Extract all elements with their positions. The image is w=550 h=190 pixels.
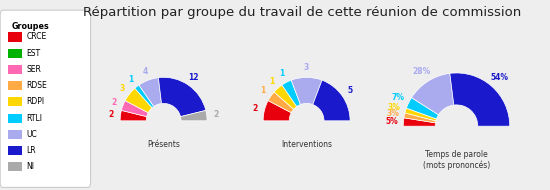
Wedge shape bbox=[139, 78, 162, 107]
Text: CRCE: CRCE bbox=[26, 32, 47, 41]
Wedge shape bbox=[120, 110, 147, 121]
Text: 3%: 3% bbox=[387, 108, 399, 117]
Text: 2: 2 bbox=[108, 110, 114, 119]
Text: 12: 12 bbox=[189, 73, 199, 82]
Bar bbox=[8, 97, 21, 106]
Text: 3: 3 bbox=[119, 84, 124, 93]
Text: UC: UC bbox=[26, 130, 37, 139]
Wedge shape bbox=[313, 80, 350, 121]
Wedge shape bbox=[122, 101, 148, 117]
Wedge shape bbox=[125, 88, 152, 113]
Text: 5%: 5% bbox=[386, 117, 398, 126]
Bar bbox=[8, 130, 21, 139]
FancyBboxPatch shape bbox=[0, 10, 91, 187]
Text: Présents: Présents bbox=[147, 140, 180, 149]
Wedge shape bbox=[450, 73, 510, 126]
Text: 1: 1 bbox=[128, 74, 134, 84]
Wedge shape bbox=[158, 77, 206, 117]
Wedge shape bbox=[282, 80, 300, 107]
Text: NI: NI bbox=[26, 162, 35, 171]
Text: 1: 1 bbox=[269, 77, 274, 86]
Text: 3%: 3% bbox=[388, 103, 401, 112]
Text: 2: 2 bbox=[213, 110, 219, 119]
Wedge shape bbox=[411, 73, 454, 115]
Text: SER: SER bbox=[26, 65, 41, 74]
Bar bbox=[8, 65, 21, 74]
Wedge shape bbox=[406, 98, 438, 119]
Text: 2: 2 bbox=[252, 104, 258, 113]
Text: Interventions: Interventions bbox=[281, 140, 332, 149]
Wedge shape bbox=[274, 85, 297, 109]
Bar bbox=[8, 81, 21, 90]
Wedge shape bbox=[404, 113, 436, 123]
Text: Répartition par groupe du travail de cette réunion de commission: Répartition par groupe du travail de cet… bbox=[84, 6, 521, 19]
Text: 54%: 54% bbox=[491, 73, 508, 82]
Text: Temps de parole
(mots prononcés): Temps de parole (mots prononcés) bbox=[423, 150, 490, 170]
Bar bbox=[8, 49, 21, 58]
Bar bbox=[8, 146, 21, 155]
Wedge shape bbox=[263, 101, 292, 121]
Text: RTLI: RTLI bbox=[26, 114, 42, 123]
Text: 1: 1 bbox=[260, 86, 266, 95]
Text: Groupes: Groupes bbox=[11, 22, 49, 31]
Wedge shape bbox=[405, 108, 437, 121]
Bar bbox=[8, 32, 21, 42]
Text: EST: EST bbox=[26, 49, 41, 58]
Text: LR: LR bbox=[26, 146, 36, 155]
Text: RDSE: RDSE bbox=[26, 81, 47, 90]
Bar bbox=[8, 162, 21, 171]
Text: 2: 2 bbox=[112, 97, 117, 107]
Text: RDPI: RDPI bbox=[26, 97, 45, 106]
Text: 4: 4 bbox=[142, 67, 147, 76]
Wedge shape bbox=[291, 77, 322, 105]
Text: 28%: 28% bbox=[412, 67, 431, 76]
Wedge shape bbox=[268, 92, 294, 113]
Wedge shape bbox=[403, 118, 436, 126]
Wedge shape bbox=[135, 85, 154, 108]
Text: 7%: 7% bbox=[392, 93, 405, 102]
Text: 5: 5 bbox=[348, 86, 353, 95]
Bar bbox=[8, 113, 21, 123]
Text: 1: 1 bbox=[279, 69, 284, 78]
Wedge shape bbox=[180, 110, 207, 121]
Text: 3: 3 bbox=[304, 63, 309, 72]
